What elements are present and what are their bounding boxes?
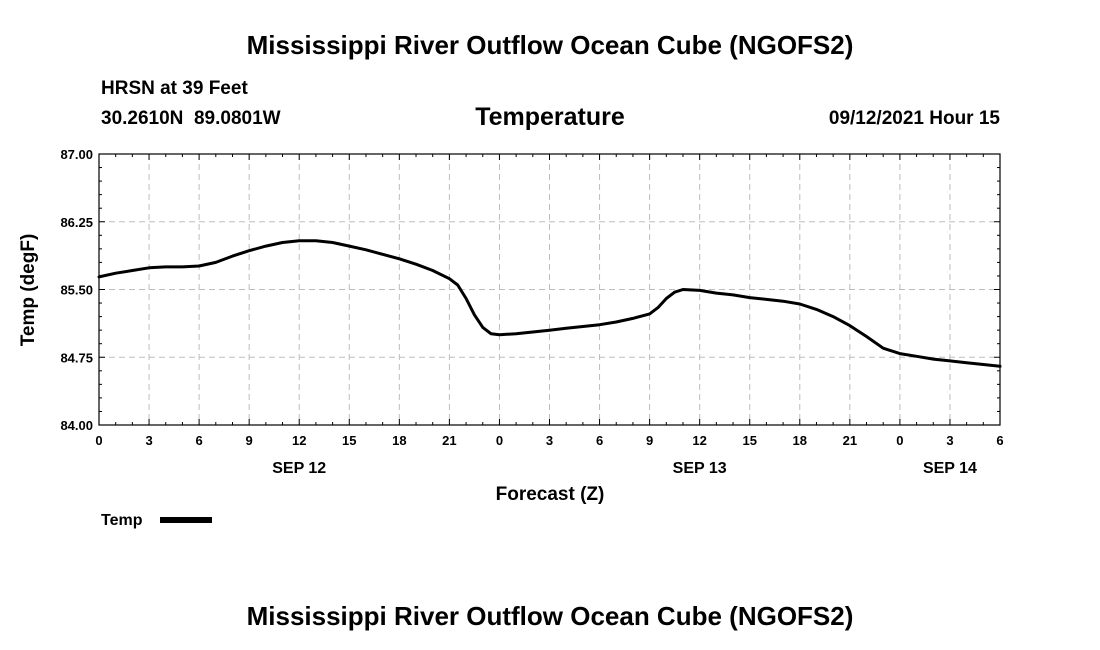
x-tick-label: 18: [793, 433, 807, 448]
x-tick-label: 3: [145, 433, 152, 448]
temp-series-line: [97, 239, 1002, 368]
x-tick-label: 12: [292, 433, 306, 448]
x-tick-label: 9: [646, 433, 653, 448]
x-tick-label: 0: [496, 433, 503, 448]
day-label: SEP 14: [923, 460, 977, 477]
grid-lines: [99, 154, 1000, 425]
datetime-label: 09/12/2021 Hour 15: [829, 108, 1001, 129]
station-label: HRSN at 39 Feet: [101, 78, 248, 99]
series-layer: [97, 239, 1002, 368]
x-tick-label: 0: [95, 433, 102, 448]
coordinates-label: 30.2610N 89.0801W: [101, 108, 281, 129]
x-tick-label: 3: [546, 433, 553, 448]
x-tick-label: 6: [596, 433, 603, 448]
y-tick-label: 84.75: [60, 350, 93, 365]
x-tick-label: 21: [843, 433, 857, 448]
legend-label: Temp: [101, 512, 143, 529]
y-axis-title: Temp (degF): [18, 234, 39, 347]
y-tick-label: 85.50: [60, 283, 93, 298]
chart-title: Mississippi River Outflow Ocean Cube (NG…: [247, 30, 854, 60]
x-tick-label: 6: [996, 433, 1003, 448]
x-tick-label: 3: [946, 433, 953, 448]
y-tick-label: 87.00: [60, 147, 93, 162]
x-tick-label: 15: [342, 433, 356, 448]
chart-subtitle: Temperature: [475, 103, 625, 131]
day-label: SEP 13: [673, 460, 727, 477]
x-axis-title: Forecast (Z): [496, 484, 605, 505]
x-tick-label: 18: [392, 433, 406, 448]
x-tick-label: 12: [692, 433, 706, 448]
y-tick-label: 86.25: [60, 215, 93, 230]
x-tick-label: 15: [742, 433, 756, 448]
x-tick-label: 0: [896, 433, 903, 448]
day-label: SEP 12: [272, 460, 326, 477]
x-tick-label: 6: [195, 433, 202, 448]
footer-title: Mississippi River Outflow Ocean Cube (NG…: [247, 601, 854, 631]
tick-labels: 0 3 6 9 12 15 18 21 0 3 6 9 12 15 18 21 0 3 6 84.00 84.75 85.…: [60, 147, 1003, 477]
x-tick-label: 21: [442, 433, 456, 448]
plot-frame: [98, 153, 1001, 426]
y-tick-label: 84.00: [60, 418, 93, 433]
x-tick-label: 9: [246, 433, 253, 448]
